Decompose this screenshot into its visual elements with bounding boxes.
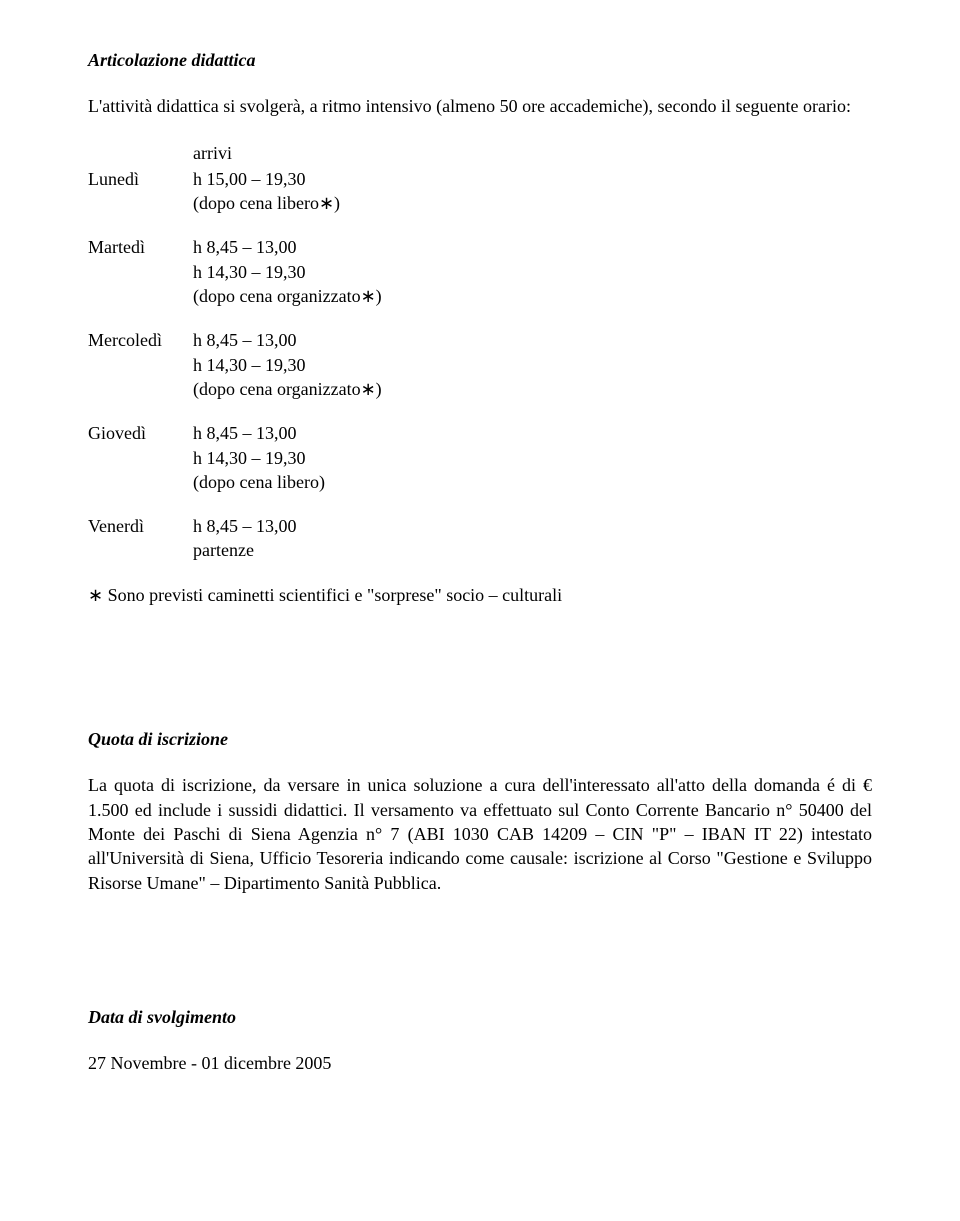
time-line: h 15,00 – 19,30 (193, 167, 872, 191)
time-line: h 14,30 – 19,30 (193, 260, 872, 284)
quota-paragraph: La quota di iscrizione, da versare in un… (88, 773, 872, 894)
day-label: Martedì (88, 235, 193, 259)
time-line: h 14,30 – 19,30 (193, 353, 872, 377)
time-line: (dopo cena libero) (193, 470, 872, 494)
time-line: (dopo cena organizzato∗) (193, 377, 872, 401)
date-value: 27 Novembre - 01 dicembre 2005 (88, 1051, 872, 1075)
schedule-row: Martedì h 8,45 – 13,00 h 14,30 – 19,30 (… (88, 235, 872, 308)
time-line: h 8,45 – 13,00 (193, 514, 872, 538)
time-lines: h 8,45 – 13,00 partenze (193, 514, 872, 563)
day-label: Giovedì (88, 421, 193, 445)
time-line: h 8,45 – 13,00 (193, 421, 872, 445)
day-label: Mercoledì (88, 328, 193, 352)
time-lines: h 8,45 – 13,00 h 14,30 – 19,30 (dopo cen… (193, 421, 872, 494)
day-label: Lunedì (88, 167, 193, 191)
schedule-block: arrivi Lunedì h 15,00 – 19,30 (dopo cena… (88, 141, 872, 563)
time-line: partenze (193, 538, 872, 562)
footnote: ∗ Sono previsti caminetti scientifici e … (88, 583, 872, 607)
day-label: Venerdì (88, 514, 193, 538)
schedule-row: Lunedì h 15,00 – 19,30 (dopo cena libero… (88, 167, 872, 216)
time-lines: h 8,45 – 13,00 h 14,30 – 19,30 (dopo cen… (193, 328, 872, 401)
time-line: h 8,45 – 13,00 (193, 328, 872, 352)
time-line: (dopo cena libero∗) (193, 191, 872, 215)
section-heading-articolazione: Articolazione didattica (88, 48, 872, 72)
time-lines: h 15,00 – 19,30 (dopo cena libero∗) (193, 167, 872, 216)
schedule-row-arrivi: arrivi (88, 141, 872, 165)
time-line: h 14,30 – 19,30 (193, 446, 872, 470)
intro-paragraph: L'attività didattica si svolgerà, a ritm… (88, 94, 872, 118)
section-heading-quota: Quota di iscrizione (88, 727, 872, 751)
schedule-row: Venerdì h 8,45 – 13,00 partenze (88, 514, 872, 563)
arrivi-label: arrivi (193, 141, 872, 165)
time-lines: h 8,45 – 13,00 h 14,30 – 19,30 (dopo cen… (193, 235, 872, 308)
time-line: (dopo cena organizzato∗) (193, 284, 872, 308)
schedule-row: Giovedì h 8,45 – 13,00 h 14,30 – 19,30 (… (88, 421, 872, 494)
schedule-row: Mercoledì h 8,45 – 13,00 h 14,30 – 19,30… (88, 328, 872, 401)
time-line: h 8,45 – 13,00 (193, 235, 872, 259)
section-heading-data: Data di svolgimento (88, 1005, 872, 1029)
